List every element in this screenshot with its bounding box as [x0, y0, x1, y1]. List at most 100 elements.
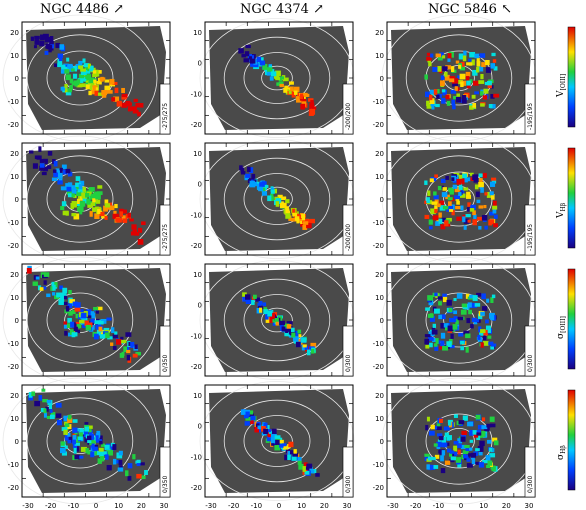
data-pixel	[85, 324, 92, 331]
data-pixel	[78, 180, 85, 186]
data-pixel	[297, 334, 302, 338]
data-pixel	[458, 53, 464, 60]
data-pixel	[466, 207, 471, 212]
data-pixel	[132, 109, 139, 114]
data-pixel	[95, 324, 102, 330]
data-pixel	[466, 62, 472, 66]
data-pixel	[440, 340, 445, 347]
data-pixel	[442, 296, 448, 303]
data-pixel	[259, 182, 263, 187]
data-pixel	[429, 313, 434, 318]
data-pixel	[247, 179, 252, 184]
data-pixel	[454, 186, 461, 193]
y-tick-label: -20	[191, 484, 202, 492]
data-pixel	[87, 63, 91, 69]
data-pixel	[34, 35, 40, 40]
data-pixel	[426, 100, 430, 107]
data-pixel	[467, 421, 474, 427]
data-pixel	[447, 197, 453, 201]
data-pixel	[69, 329, 75, 335]
data-pixel	[303, 93, 310, 97]
data-pixel	[439, 200, 445, 206]
data-pixel	[110, 342, 114, 346]
data-pixel	[62, 210, 69, 216]
colorbar: σHβ	[556, 389, 576, 491]
data-pixel	[471, 317, 477, 323]
data-pixel	[96, 306, 103, 311]
data-pixel	[489, 181, 496, 187]
data-pixel	[427, 190, 431, 196]
data-pixel	[456, 87, 460, 92]
data-pixel	[481, 293, 486, 300]
data-pixel	[278, 81, 284, 86]
column-title-ngc4486: NGC 4486 ↗	[40, 2, 124, 17]
data-pixel	[485, 319, 489, 324]
data-pixel	[434, 308, 440, 314]
data-pixel	[65, 74, 71, 81]
data-pixel	[94, 69, 99, 74]
data-pixel	[53, 160, 58, 167]
data-pixel	[105, 454, 109, 460]
data-pixel	[433, 443, 438, 447]
data-pixel	[49, 35, 54, 42]
data-pixel	[437, 56, 443, 61]
data-pixel	[475, 318, 480, 323]
data-pixel	[121, 102, 128, 108]
data-pixel	[67, 433, 71, 437]
data-pixel	[67, 64, 73, 69]
data-pixel	[478, 225, 482, 230]
data-pixel	[431, 329, 438, 335]
data-pixel	[460, 434, 467, 439]
data-pixel	[442, 293, 447, 298]
data-pixel	[445, 65, 452, 70]
data-pixel	[446, 341, 452, 348]
data-pixel	[86, 198, 91, 205]
data-pixel	[310, 218, 316, 224]
panel-r1-c3: -195/195 20 10 0 -10 -20	[373, 14, 537, 142]
data-pixel	[430, 464, 436, 470]
data-pixel	[275, 77, 280, 81]
data-pixel	[34, 400, 41, 407]
data-pixel	[459, 66, 466, 71]
data-pixel	[484, 81, 489, 86]
x-tick-label: 30	[160, 502, 169, 510]
data-pixel	[71, 193, 75, 198]
data-pixel	[250, 420, 254, 425]
data-pixel	[426, 52, 431, 56]
north-east-arrow-icon: ↖	[501, 2, 512, 17]
data-pixel	[96, 191, 103, 196]
range-label: -275/275	[162, 103, 169, 130]
data-pixel	[488, 103, 493, 109]
data-pixel	[477, 424, 484, 430]
data-pixel	[264, 184, 269, 189]
data-pixel	[121, 87, 125, 94]
data-pixel	[432, 337, 436, 342]
x-tick-label: -10	[251, 502, 262, 510]
data-pixel	[82, 198, 87, 204]
data-pixel	[98, 447, 104, 452]
y-tick-label: 20	[375, 150, 384, 158]
range-label: 0/350	[162, 476, 169, 493]
data-pixel	[92, 73, 98, 78]
data-pixel	[133, 98, 138, 103]
data-pixel	[440, 332, 446, 339]
data-pixel	[310, 100, 314, 105]
data-pixel	[87, 314, 92, 318]
data-pixel	[447, 201, 452, 207]
data-pixel	[259, 60, 266, 66]
data-pixel	[118, 208, 124, 213]
data-pixel	[460, 346, 465, 351]
data-pixel	[477, 216, 483, 221]
data-pixel	[434, 343, 438, 347]
data-pixel	[67, 317, 72, 323]
y-tick-label: 20	[375, 271, 384, 279]
data-pixel	[91, 443, 95, 450]
panel-r3-c1: 0/350 20 10 0 -10 -20	[2, 256, 171, 384]
data-pixel	[265, 317, 270, 323]
data-pixel	[491, 179, 497, 184]
data-pixel	[274, 435, 281, 439]
data-pixel	[46, 415, 51, 420]
data-pixel	[447, 325, 454, 332]
data-pixel	[66, 323, 72, 328]
